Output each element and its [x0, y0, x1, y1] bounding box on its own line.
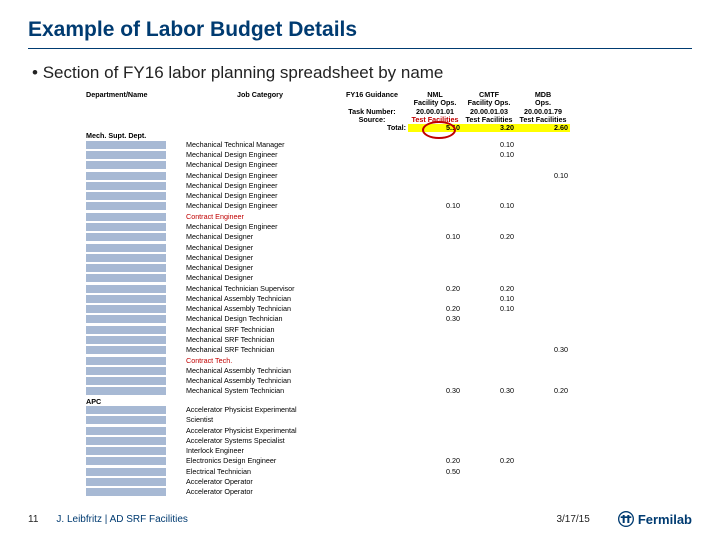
fermilab-icon	[618, 511, 634, 527]
slide-footer: 11 J. Leibfritz | AD SRF Facilities 3/17…	[0, 508, 720, 530]
spreadsheet-region: Department/NameJob CategoryFY16 Guidance…	[84, 91, 692, 499]
labor-table: Department/NameJob CategoryFY16 Guidance…	[84, 91, 570, 499]
title-rule	[28, 48, 692, 49]
fermilab-logo: Fermilab	[618, 511, 692, 527]
slide-title: Example of Labor Budget Details	[28, 18, 692, 42]
page-number: 11	[28, 514, 38, 525]
footer-date: 3/17/15	[556, 514, 589, 525]
footer-text: J. Leibfritz | AD SRF Facilities	[56, 514, 188, 525]
fermilab-text: Fermilab	[638, 512, 692, 527]
bullet-text: Section of FY16 labor planning spreadshe…	[32, 63, 692, 83]
